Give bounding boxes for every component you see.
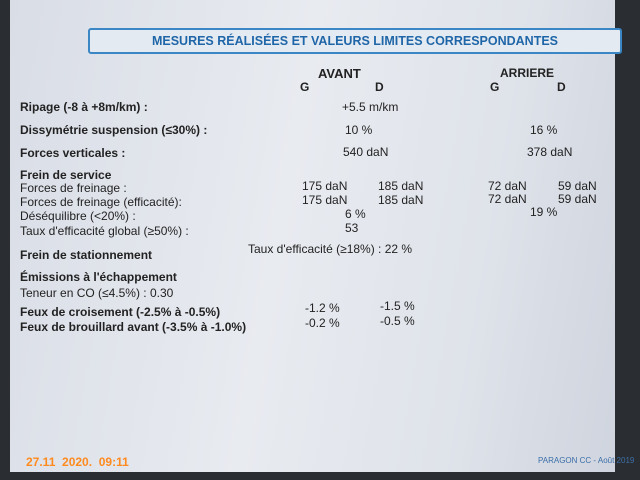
value: 72 daN xyxy=(488,192,527,206)
column-header: AVANT xyxy=(318,66,361,81)
value: 53 xyxy=(345,221,359,235)
value: 185 daN xyxy=(378,193,424,207)
row-label: Teneur en CO (≤4.5%) : 0.30 xyxy=(20,286,174,300)
value: 16 % xyxy=(530,123,558,137)
value: 59 daN xyxy=(558,179,597,193)
section-label: Frein de service xyxy=(20,168,112,182)
value: -1.5 % xyxy=(380,299,415,313)
value: 72 daN xyxy=(488,179,527,193)
value: 175 daN xyxy=(302,179,348,193)
row-label: Forces verticales : xyxy=(20,146,126,160)
column-header: D xyxy=(375,80,384,94)
row-label: Forces de freinage (efficacité): xyxy=(20,195,182,209)
row-label: Feux de brouillard avant (-3.5% à -1.0%) xyxy=(20,320,247,334)
column-header: G xyxy=(490,80,500,94)
column-header: D xyxy=(557,80,566,94)
reference: PARAGON CC - Août 2019 xyxy=(538,456,635,465)
value: -1.2 % xyxy=(305,301,340,315)
value: 19 % xyxy=(530,205,558,219)
paper: MESURES RÉALISÉES ET VALEURS LIMITES COR… xyxy=(10,0,622,472)
column-header: ARRIERE xyxy=(500,66,555,80)
value: 6 % xyxy=(345,207,366,221)
value: 185 daN xyxy=(378,179,424,193)
value: -0.2 % xyxy=(305,316,340,330)
value: 10 % xyxy=(345,123,373,137)
row-label: Dissymétrie suspension (≤30%) : xyxy=(20,123,208,137)
column-header: G xyxy=(300,80,310,94)
value: -0.5 % xyxy=(380,314,415,328)
section-label: Frein de stationnement xyxy=(20,248,153,262)
value: 59 daN xyxy=(558,192,597,206)
value: 175 daN xyxy=(302,193,348,207)
title: MESURES RÉALISÉES ET VALEURS LIMITES COR… xyxy=(151,34,559,48)
value: Taux d'efficacité (≥18%) : 22 % xyxy=(248,242,413,256)
value: +5.5 m/km xyxy=(342,100,399,114)
row-label: Déséquilibre (<20%) : xyxy=(20,209,136,223)
row-label: Forces de freinage : xyxy=(20,181,127,195)
value: 378 daN xyxy=(527,145,573,159)
row-label: Feux de croisement (-2.5% à -0.5%) xyxy=(20,305,221,319)
header-box: MESURES RÉALISÉES ET VALEURS LIMITES COR… xyxy=(88,28,622,54)
row-label: Ripage (-8 à +8m/km) : xyxy=(20,100,148,114)
section-label: Émissions à l'échappement xyxy=(20,270,177,284)
timestamp: 27.11 2020. 09:11 xyxy=(26,455,129,469)
row-label: Taux d'efficacité global (≥50%) : xyxy=(20,224,189,238)
value: 540 daN xyxy=(343,145,389,159)
